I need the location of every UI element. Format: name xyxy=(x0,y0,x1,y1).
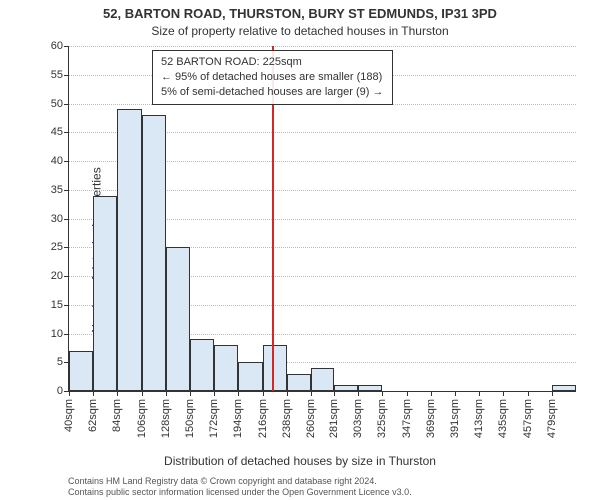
caption-line2: Contains public sector information licen… xyxy=(68,487,412,498)
y-tick-label: 10 xyxy=(51,328,69,340)
histogram-bar xyxy=(142,115,166,391)
x-tick-mark xyxy=(69,391,70,396)
y-tick-label: 40 xyxy=(51,155,69,167)
y-tick-label: 50 xyxy=(51,98,69,110)
histogram-bar xyxy=(287,374,311,391)
chart-title-sub: Size of property relative to detached ho… xyxy=(0,24,600,38)
x-tick-label: 413sqm xyxy=(473,399,485,438)
y-tick-label: 35 xyxy=(51,184,69,196)
histogram-bar xyxy=(311,368,334,391)
histogram-bar xyxy=(552,385,576,391)
x-tick-mark xyxy=(117,391,118,396)
x-tick-mark xyxy=(214,391,215,396)
x-tick-label: 84sqm xyxy=(111,399,123,432)
x-tick-mark xyxy=(552,391,553,396)
x-tick-mark xyxy=(311,391,312,396)
x-tick-mark xyxy=(287,391,288,396)
x-tick-label: 62sqm xyxy=(87,399,99,432)
x-tick-mark xyxy=(503,391,504,396)
x-tick-label: 281sqm xyxy=(328,399,340,438)
x-tick-mark xyxy=(528,391,529,396)
x-tick-mark xyxy=(407,391,408,396)
x-tick-label: 479sqm xyxy=(546,399,558,438)
y-tick-label: 0 xyxy=(57,385,69,397)
histogram-plot: 52 BARTON ROAD: 225sqm ← 95% of detached… xyxy=(68,46,576,392)
x-tick-label: 106sqm xyxy=(136,399,148,438)
x-tick-label: 150sqm xyxy=(184,399,196,438)
x-tick-mark xyxy=(479,391,480,396)
y-tick-label: 45 xyxy=(51,126,69,138)
x-tick-mark xyxy=(358,391,359,396)
info-box-line1: 52 BARTON ROAD: 225sqm xyxy=(161,55,384,70)
histogram-bar xyxy=(190,339,214,391)
info-box-line3: 5% of semi-detached houses are larger (9… xyxy=(161,85,384,100)
x-tick-label: 194sqm xyxy=(232,399,244,438)
x-tick-mark xyxy=(142,391,143,396)
y-gridline xyxy=(69,46,576,47)
x-tick-mark xyxy=(431,391,432,396)
x-tick-mark xyxy=(190,391,191,396)
histogram-bar xyxy=(117,109,141,391)
x-tick-label: 238sqm xyxy=(281,399,293,438)
x-tick-label: 172sqm xyxy=(208,399,220,438)
histogram-bar xyxy=(358,385,382,391)
x-tick-mark xyxy=(263,391,264,396)
histogram-bar xyxy=(214,345,238,391)
x-tick-mark xyxy=(166,391,167,396)
x-tick-label: 40sqm xyxy=(63,399,75,432)
x-tick-mark xyxy=(334,391,335,396)
x-axis-label: Distribution of detached houses by size … xyxy=(0,454,600,468)
y-tick-label: 55 xyxy=(51,69,69,81)
y-tick-label: 15 xyxy=(51,299,69,311)
caption: Contains HM Land Registry data © Crown c… xyxy=(68,476,412,498)
y-tick-label: 60 xyxy=(51,40,69,52)
x-tick-label: 325sqm xyxy=(376,399,388,438)
info-box-line2: ← 95% of detached houses are smaller (18… xyxy=(161,70,384,85)
x-tick-mark xyxy=(93,391,94,396)
x-tick-label: 391sqm xyxy=(449,399,461,438)
histogram-bar xyxy=(334,385,358,391)
x-tick-label: 457sqm xyxy=(522,399,534,438)
histogram-bar xyxy=(69,351,93,391)
x-tick-label: 260sqm xyxy=(305,399,317,438)
y-tick-label: 20 xyxy=(51,270,69,282)
x-tick-label: 369sqm xyxy=(425,399,437,438)
x-tick-mark xyxy=(238,391,239,396)
caption-line1: Contains HM Land Registry data © Crown c… xyxy=(68,476,412,487)
x-tick-label: 128sqm xyxy=(160,399,172,438)
x-tick-label: 303sqm xyxy=(352,399,364,438)
x-tick-label: 216sqm xyxy=(257,399,269,438)
x-tick-mark xyxy=(382,391,383,396)
info-box: 52 BARTON ROAD: 225sqm ← 95% of detached… xyxy=(152,50,393,105)
x-tick-label: 347sqm xyxy=(401,399,413,438)
histogram-bar xyxy=(263,345,287,391)
histogram-bar xyxy=(238,362,262,391)
x-tick-mark xyxy=(455,391,456,396)
y-tick-label: 30 xyxy=(51,213,69,225)
y-tick-label: 25 xyxy=(51,241,69,253)
x-tick-label: 435sqm xyxy=(497,399,509,438)
chart-title-main: 52, BARTON ROAD, THURSTON, BURY ST EDMUN… xyxy=(0,6,600,21)
histogram-bar xyxy=(166,247,190,391)
y-tick-label: 5 xyxy=(57,356,69,368)
histogram-bar xyxy=(93,196,117,392)
